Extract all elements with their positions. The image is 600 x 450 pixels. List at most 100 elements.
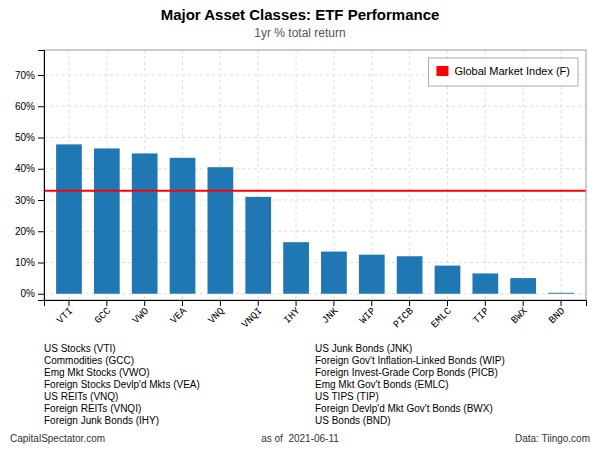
annotation: US Stocks (VTI) — [44, 343, 116, 354]
annotation: Emg Mkt Stocks (VWO) — [44, 367, 150, 378]
marks — [44, 144, 586, 293]
annotation: Foreign Stocks Devlp'd Mkts (VEA) — [44, 379, 200, 390]
y-tick-mark — [38, 138, 44, 139]
x-tick: TIP — [471, 300, 492, 326]
x-tick: VEA — [168, 300, 189, 326]
x-tick-label: JNK — [320, 306, 341, 327]
annotation: US Bonds (BND) — [315, 415, 391, 426]
x-tick-label: VEA — [168, 306, 189, 327]
grid-line-y — [44, 293, 586, 294]
x-tick-mark — [447, 300, 448, 306]
x-tick-label: PICB — [391, 306, 416, 331]
y-tick: 40% — [15, 163, 44, 174]
y-tick-mark — [38, 106, 44, 107]
y-tick: 0% — [21, 288, 44, 299]
footer: as of 2021-06-11 — [261, 433, 339, 444]
bar — [397, 256, 423, 294]
y-tick-label: 10% — [15, 257, 35, 268]
grid-line-y — [44, 137, 586, 138]
x-tick: EMLC — [429, 300, 454, 330]
y-tick: 10% — [15, 257, 44, 268]
x-tick: VNQI — [240, 300, 265, 330]
reference-line — [44, 190, 586, 192]
x-tick-label: VWO — [131, 306, 152, 327]
grid-line-y — [44, 106, 586, 107]
x-tick-label: EMLC — [429, 306, 454, 331]
grid-line-y — [44, 231, 586, 232]
x-tick-label: BND — [547, 306, 568, 327]
x-tick-label: VNQ — [206, 306, 227, 327]
grid-line-y — [44, 168, 586, 169]
x-tick-label: VNQI — [240, 306, 265, 331]
footer: CapitalSpectator.com — [10, 433, 105, 444]
bar — [283, 242, 309, 294]
annotation: Foreign Invest-Grade Corp Bonds (PICB) — [315, 367, 498, 378]
x-tick-label: VTI — [55, 306, 76, 327]
subtitle: 1yr % total return — [254, 26, 345, 40]
y-tick: 30% — [15, 195, 44, 206]
annotation: Emg Mkt Gov't Bonds (EMLC) — [315, 379, 449, 390]
chart: Major Asset Classes: ETF Performance 1yr … — [0, 0, 600, 450]
x-tick-label: IHY — [282, 306, 303, 327]
bar — [170, 158, 196, 294]
annotation: Commodities (GCC) — [44, 355, 134, 366]
y-tick-mark — [38, 169, 44, 170]
y-tick: 20% — [15, 226, 44, 237]
x-tick: GCC — [93, 300, 114, 326]
bar — [510, 278, 536, 294]
grid-line-x — [447, 50, 448, 300]
y-axis: 0% 10% 20% 30% 40% 50% 60% 70% — [15, 51, 45, 301]
annotation: Foreign Gov't Inflation-Linked Bonds (WI… — [315, 355, 505, 366]
grid-line-x — [523, 50, 524, 300]
x-tick: BWX — [509, 300, 530, 326]
y-tick-label: 60% — [15, 101, 35, 112]
grid — [44, 50, 586, 300]
x-tick-mark — [258, 300, 259, 306]
x-tick-mark — [296, 300, 297, 306]
x-tick: JNK — [320, 300, 341, 326]
x-tick-mark — [182, 300, 183, 306]
y-tick-label: 30% — [15, 195, 35, 206]
x-tick-mark — [485, 300, 486, 306]
axis-domain — [38, 51, 45, 301]
bar — [94, 148, 120, 293]
y-tick-mark — [38, 231, 44, 232]
bar — [435, 266, 461, 294]
annotation: US Junk Bonds (JNK) — [315, 343, 412, 354]
grid-line-y — [44, 262, 586, 263]
annotation: US TIPS (TIP) — [315, 391, 379, 402]
x-tick-mark — [333, 300, 334, 306]
y-tick-label: 0% — [21, 288, 36, 299]
y-tick: 50% — [15, 132, 44, 143]
x-tick-label: GCC — [93, 306, 114, 327]
x-axis: VTI GCC VWO VEA VNQ VNQI IHY JNK WIP PICB EMLC TIP B… — [45, 300, 587, 330]
x-tick: VWO — [131, 300, 152, 326]
x-tick-label: WIP — [358, 306, 379, 327]
legend: Global Market Index (F) — [428, 58, 578, 86]
bar — [321, 252, 347, 294]
y-tick-mark — [38, 263, 44, 264]
y-tick-label: 40% — [15, 163, 35, 174]
x-tick-mark — [523, 300, 524, 306]
annotation: Foreign Junk Bonds (IHY) — [44, 415, 159, 426]
y-tick: 70% — [15, 70, 44, 81]
x-tick: VNQ — [206, 300, 227, 326]
bar — [548, 292, 574, 294]
grid-line-y — [44, 200, 586, 201]
legend-swatch — [436, 66, 448, 76]
x-tick: VTI — [55, 300, 76, 326]
x-tick-mark — [220, 300, 221, 306]
legend-label: Global Market Index (F) — [454, 65, 570, 77]
y-tick-mark — [38, 200, 44, 201]
y-tick-mark — [38, 75, 44, 76]
x-tick-mark — [106, 300, 107, 306]
grid-line-x — [561, 50, 562, 300]
x-tick: WIP — [358, 300, 379, 326]
plot: 0% 10% 20% 30% 40% 50% 60% 70% VTI GCC VWO VEA VNQ VN… — [15, 50, 587, 330]
annotation: Foreign REITs (VNQI) — [44, 403, 141, 414]
y-tick-label: 20% — [15, 226, 35, 237]
bar — [245, 197, 271, 294]
x-tick-mark — [371, 300, 372, 306]
x-tick: PICB — [391, 300, 416, 330]
title: Major Asset Classes: ETF Performance — [161, 6, 440, 23]
